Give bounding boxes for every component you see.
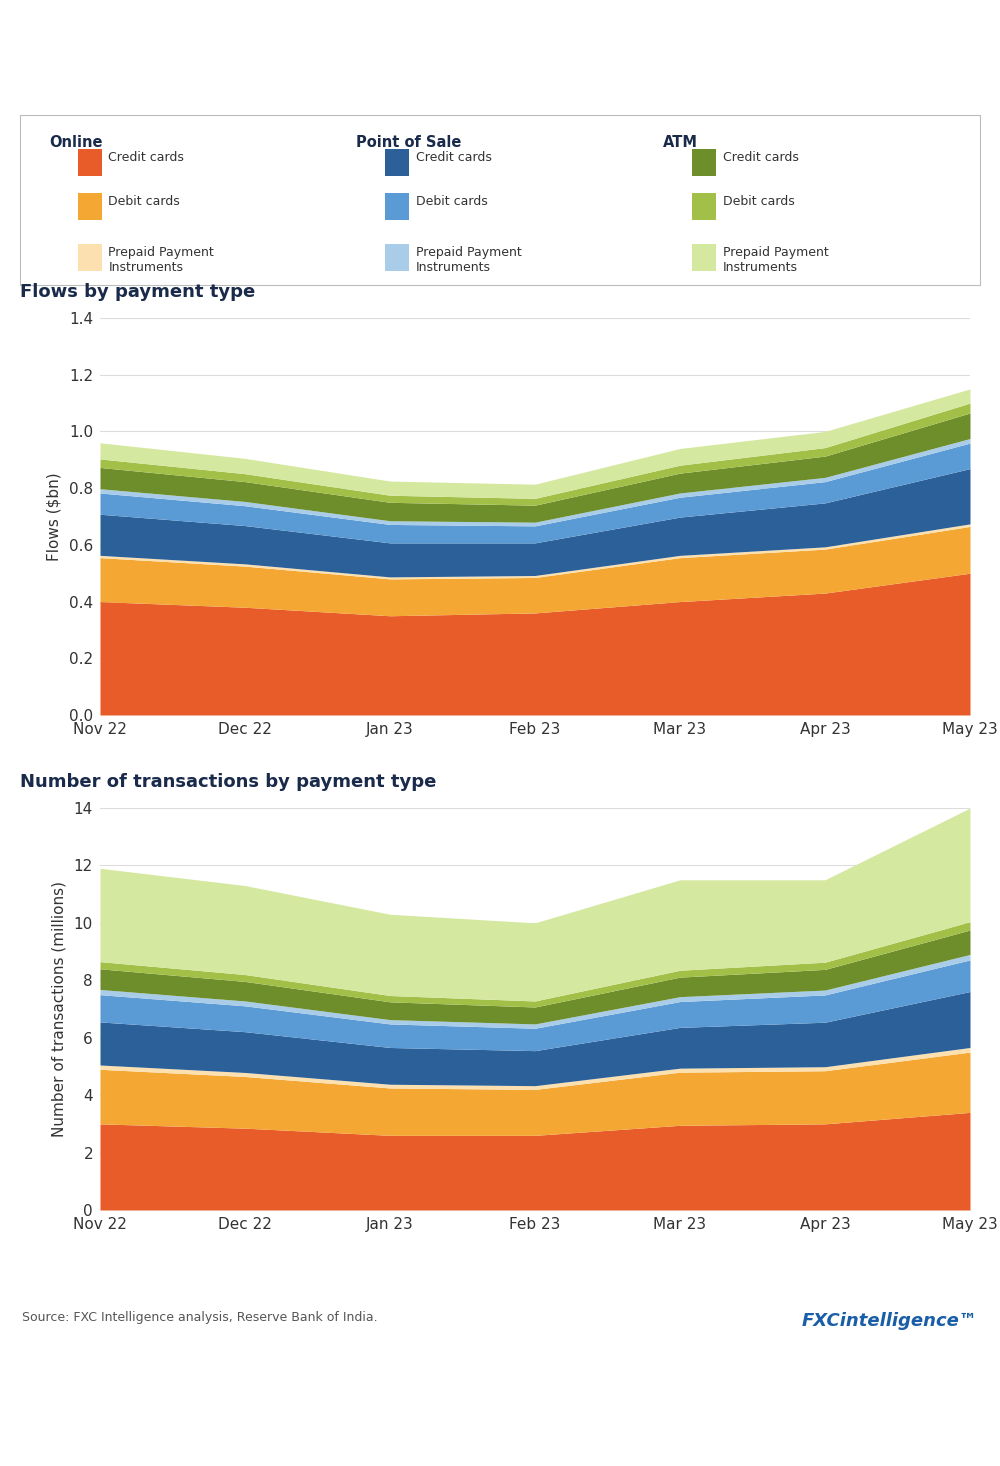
Bar [385, 245, 409, 271]
Text: Number of transactions by payment type: Number of transactions by payment type [20, 773, 436, 790]
Text: Credit cards: Credit cards [723, 151, 799, 164]
Text: Online: Online [49, 135, 102, 151]
Text: Prepaid Payment
Instruments: Prepaid Payment Instruments [723, 246, 828, 274]
Y-axis label: Flows ($bn): Flows ($bn) [47, 472, 62, 561]
Text: FXCintelligence™: FXCintelligence™ [802, 1312, 978, 1330]
Text: Prepaid Payment
Instruments: Prepaid Payment Instruments [108, 246, 214, 274]
Bar [385, 194, 409, 220]
Y-axis label: Number of transactions (millions): Number of transactions (millions) [52, 881, 67, 1138]
Bar [78, 194, 102, 220]
Text: Flows and volume across online, PoS and ATMs: Flows and volume across online, PoS and … [18, 72, 476, 91]
Bar [78, 150, 102, 176]
Text: Credit cards: Credit cards [416, 151, 491, 164]
Text: Prepaid Payment
Instruments: Prepaid Payment Instruments [416, 246, 521, 274]
Bar [692, 245, 716, 271]
Bar [692, 194, 716, 220]
Text: Point of Sale: Point of Sale [356, 135, 461, 151]
Text: Debit cards: Debit cards [723, 195, 794, 208]
Text: Debit cards: Debit cards [416, 195, 487, 208]
Text: Source: FXC Intelligence analysis, Reserve Bank of India.: Source: FXC Intelligence analysis, Reser… [22, 1312, 378, 1324]
Text: ATM: ATM [663, 135, 698, 151]
Text: Debit cards: Debit cards [108, 195, 180, 208]
Bar [692, 150, 716, 176]
Text: Flows by payment type: Flows by payment type [20, 283, 255, 301]
Text: Cross-border card usage of India-issued cards: Cross-border card usage of India-issued … [18, 25, 775, 53]
Text: Credit cards: Credit cards [108, 151, 184, 164]
Bar [78, 245, 102, 271]
Bar [385, 150, 409, 176]
